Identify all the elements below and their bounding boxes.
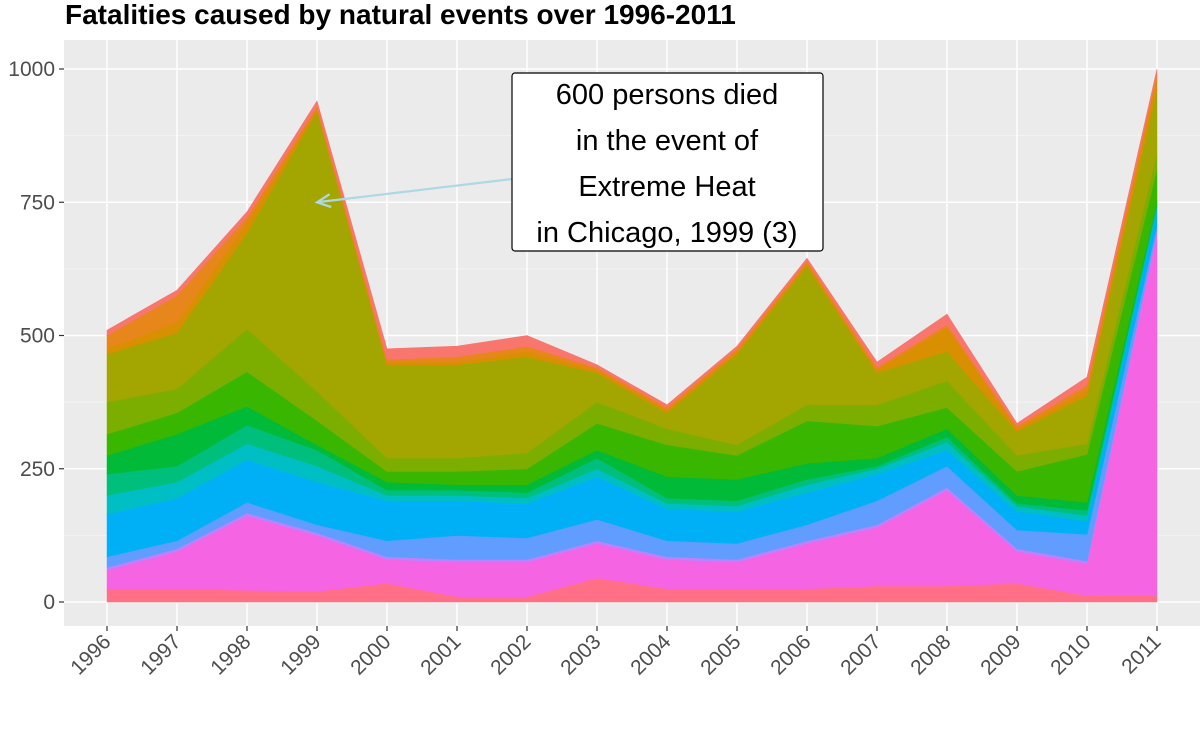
x-tick-label: 2011 [1117, 630, 1165, 678]
x-tick-label: 2010 [1046, 630, 1095, 679]
x-tick-label: 2008 [906, 630, 955, 679]
x-tick-label: 2002 [486, 630, 535, 679]
x-tick-label: 2007 [836, 630, 885, 679]
x-tick-label: 2003 [556, 630, 605, 679]
x-axis: 1996 1997 1998 1999 2000 2001 2002 2003 2004 2005… [66, 626, 1166, 680]
y-tick-label: 250 [20, 458, 55, 481]
x-tick-label: 1996 [66, 630, 115, 679]
y-tick-label: 1000 [8, 58, 55, 81]
area-series-14 [106, 68, 1158, 427]
y-tick-label: 500 [20, 325, 55, 348]
y-tick-label: 0 [43, 591, 55, 614]
x-tick-label: 2006 [766, 630, 815, 679]
x-tick-label: 1998 [206, 630, 255, 679]
annotation-arrowhead [314, 193, 332, 209]
x-tick-label: 2001 [416, 630, 465, 679]
x-tick-label: 2005 [696, 630, 745, 679]
x-tick-label: 1997 [136, 630, 185, 679]
stacked-areas [106, 68, 1158, 603]
x-tick-label: 2000 [346, 630, 395, 679]
annotation: 600 persons died in the event of Extreme H… [314, 72, 824, 252]
x-tick-label: 1999 [276, 630, 325, 679]
annotation-line: 600 persons died [556, 79, 779, 111]
annotation-arrow [316, 177, 513, 204]
annotation-line: Extreme Heat [578, 171, 755, 203]
x-tick-label: 2009 [976, 630, 1025, 679]
x-tick-label: 2004 [626, 630, 676, 680]
annotation-line: in the event of [576, 125, 759, 157]
y-axis: 0 250 500 750 1000 [8, 58, 64, 614]
annotation-box [511, 72, 824, 252]
annotation-line: in Chicago, 1999 (3) [536, 217, 797, 249]
y-tick-label: 750 [20, 191, 55, 214]
chart-title: Fatalities caused by natural events over… [65, 0, 736, 30]
